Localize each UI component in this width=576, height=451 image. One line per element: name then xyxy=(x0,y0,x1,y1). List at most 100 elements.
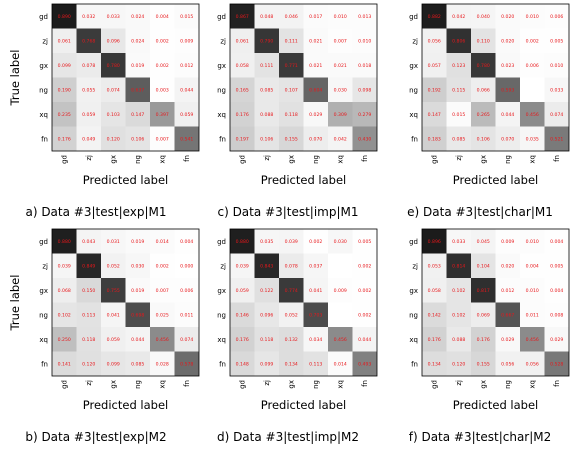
matrix-cell xyxy=(352,253,377,278)
matrix-cell xyxy=(279,4,304,29)
y-tick-label: ng xyxy=(217,86,226,94)
cell-value: 0.010 xyxy=(334,14,347,20)
matrix-cell xyxy=(328,77,353,102)
cell-value: 0.667 xyxy=(501,312,514,318)
matrix-cell xyxy=(254,327,279,352)
cell-value: 0.578 xyxy=(180,361,193,367)
matrix-cell xyxy=(101,351,126,376)
cell-value: 0.006 xyxy=(526,63,539,69)
cell-value: 0.014 xyxy=(334,361,347,367)
matrix-cell xyxy=(544,253,569,278)
cell-value: 0.882 xyxy=(428,14,441,20)
x-tick-label: gd xyxy=(238,155,246,164)
cell-value: 0.007 xyxy=(334,38,347,44)
matrix-cell xyxy=(174,126,199,151)
matrix-cell xyxy=(174,351,199,376)
matrix-cell xyxy=(230,253,255,278)
matrix-cell xyxy=(125,253,150,278)
cell-value: 0.030 xyxy=(334,87,347,93)
panel-caption: b) Data #3|test|exp|M2 xyxy=(25,430,167,444)
cell-value: 0.066 xyxy=(477,87,490,93)
matrix-cell xyxy=(279,28,304,53)
matrix-cell xyxy=(544,229,569,254)
matrix-cell xyxy=(101,253,126,278)
x-tick-label: gd xyxy=(60,380,68,389)
cell-value: 0.042 xyxy=(334,136,347,142)
matrix-cell xyxy=(446,28,471,53)
x-tick-label: fn xyxy=(361,155,369,162)
cell-value: 0.004 xyxy=(550,288,563,294)
confusion-matrix-svg: 0.890 0.032 0.033 0.024 0.004 0.015 0.061 0.768… xyxy=(8,3,200,187)
y-tick-label: gx xyxy=(39,287,48,295)
matrix-cell xyxy=(520,229,545,254)
y-tick-label: gd xyxy=(409,238,418,246)
cell-value: 0.528 xyxy=(550,361,563,367)
cell-value: 0.002 xyxy=(156,38,169,44)
matrix-cell xyxy=(520,53,545,78)
cell-value: 0.019 xyxy=(131,239,144,245)
x-axis-label: Predicted label xyxy=(83,173,168,187)
matrix-cell xyxy=(544,302,569,327)
x-tick-label: zj xyxy=(85,155,93,161)
cell-value: 0.035 xyxy=(526,136,539,142)
matrix-cell xyxy=(101,302,126,327)
x-tick-label: zj xyxy=(455,380,463,386)
cell-value: 0.155 xyxy=(477,361,490,367)
matrix-cell xyxy=(544,351,569,376)
cell-value: 0.033 xyxy=(452,239,465,245)
matrix-frame xyxy=(229,228,378,377)
x-tick-label: fn xyxy=(553,155,561,162)
x-tick-label: xq xyxy=(528,155,536,164)
matrix-cell xyxy=(76,351,101,376)
matrix-cell xyxy=(279,102,304,127)
matrix-cell xyxy=(125,351,150,376)
cell-value: 0.007 xyxy=(156,288,169,294)
cell-value: 0.030 xyxy=(334,239,347,245)
y-tick-label: gx xyxy=(39,62,48,70)
matrix-cell xyxy=(495,302,520,327)
matrix-cell xyxy=(150,102,175,127)
matrix-cell xyxy=(352,351,377,376)
cell-value: 0.061 xyxy=(58,38,71,44)
cell-value: 0.035 xyxy=(260,239,273,245)
cell-value: 0.056 xyxy=(501,361,514,367)
matrix-cell xyxy=(328,28,353,53)
matrix-cell xyxy=(446,302,471,327)
confusion-matrix-panel: 0.896 0.033 0.045 0.009 0.010 0.004 0.053 0.814… xyxy=(384,225,576,450)
confusion-matrix-panel: 0.867 0.048 0.046 0.017 0.010 0.013 0.061 0.790… xyxy=(192,0,384,225)
y-axis-label: True label xyxy=(8,50,22,107)
cell-value: 0.013 xyxy=(358,14,371,20)
x-tick-label: ng xyxy=(504,155,512,164)
cell-value: 0.021 xyxy=(309,38,322,44)
x-tick-label: zj xyxy=(263,380,271,386)
matrix-cell xyxy=(446,102,471,127)
cell-value: 0.049 xyxy=(82,136,95,142)
matrix-cell xyxy=(101,102,126,127)
matrix-cell xyxy=(254,229,279,254)
matrix-cell xyxy=(422,28,447,53)
matrix-cell xyxy=(495,53,520,78)
cell-value: 0.005 xyxy=(358,239,371,245)
cell-value: 0.002 xyxy=(156,263,169,269)
cell-value: 0.074 xyxy=(107,87,120,93)
cell-value: 0.056 xyxy=(428,38,441,44)
matrix-frame xyxy=(421,3,570,152)
cell-value: 0.039 xyxy=(285,239,298,245)
x-tick-label: gx xyxy=(479,155,487,164)
x-tick-label: ng xyxy=(134,155,142,164)
cell-value: 0.279 xyxy=(358,112,371,118)
matrix-cell xyxy=(495,4,520,29)
cell-value: 0.059 xyxy=(236,288,249,294)
cell-value: 0.021 xyxy=(309,63,322,69)
cell-value: 0.011 xyxy=(180,312,193,318)
y-tick-label: ng xyxy=(409,86,418,94)
matrix-cell xyxy=(446,327,471,352)
x-tick-label: xq xyxy=(158,380,166,389)
confusion-matrix-panel: 0.880 0.035 0.039 0.002 0.030 0.005 0.039 0.843… xyxy=(192,225,384,450)
x-tick-label: ng xyxy=(504,380,512,389)
cell-value: 0.155 xyxy=(285,136,298,142)
matrix-cell xyxy=(471,102,496,127)
matrix-cell xyxy=(230,53,255,78)
matrix-cell xyxy=(352,53,377,78)
cell-value: 0.106 xyxy=(131,136,144,142)
